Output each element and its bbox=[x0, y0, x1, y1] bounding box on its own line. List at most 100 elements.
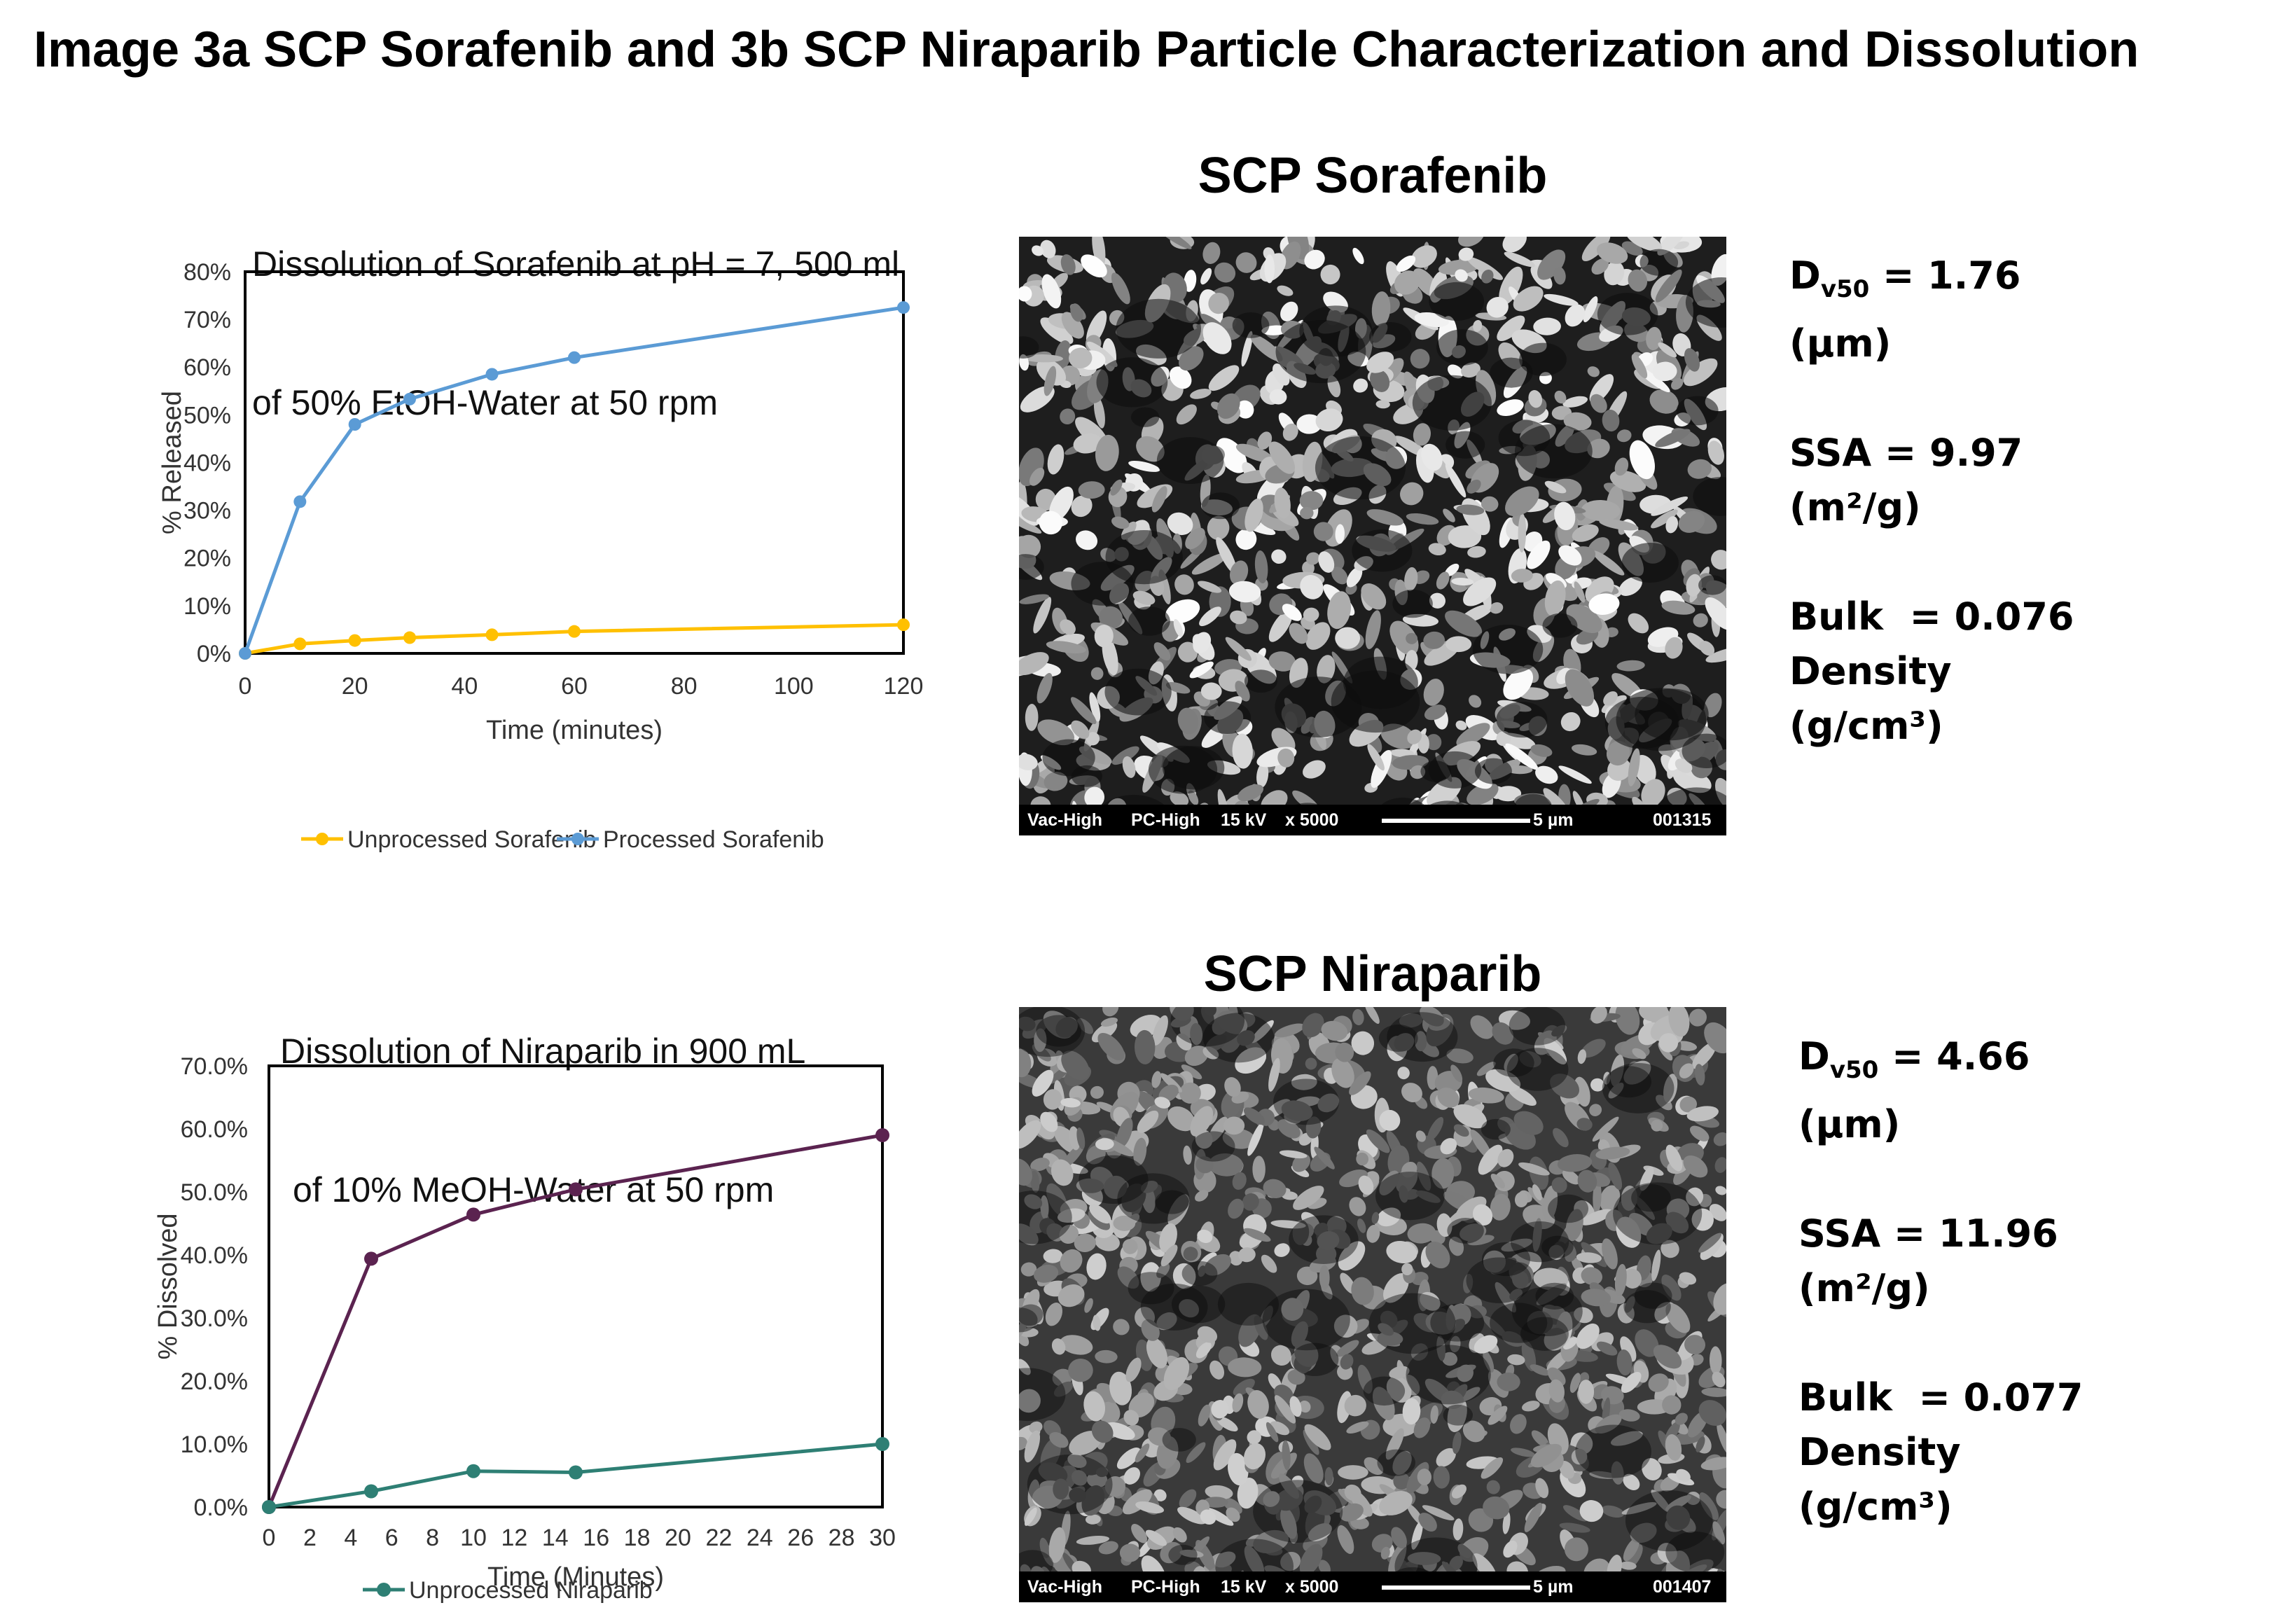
sem-particle bbox=[1455, 1196, 1487, 1221]
sem-shadow bbox=[1019, 1307, 1038, 1333]
sem-particle bbox=[1614, 457, 1629, 476]
sem-particle bbox=[1019, 1120, 1041, 1149]
sem-particle bbox=[1451, 578, 1474, 586]
sem-shadow bbox=[1217, 1282, 1280, 1326]
sem-particle bbox=[1574, 581, 1586, 603]
sem-particle bbox=[1229, 560, 1249, 585]
sem-particle bbox=[1628, 269, 1648, 292]
sem-particle bbox=[1684, 1335, 1706, 1355]
sem-particle bbox=[1692, 1042, 1717, 1069]
sem-particle bbox=[1364, 1457, 1384, 1476]
sem-shadow bbox=[1202, 1013, 1275, 1063]
sem-particle bbox=[1270, 1421, 1290, 1436]
sem-particle bbox=[1268, 609, 1293, 642]
sem-particle bbox=[1621, 1372, 1642, 1394]
sem-shadow bbox=[1378, 1024, 1418, 1052]
sem-particle bbox=[1630, 1522, 1657, 1543]
sem-particle bbox=[1156, 1312, 1177, 1331]
y-tick-label: 70% bbox=[183, 307, 231, 333]
niraparib-density-unit: (g/cm³) bbox=[1798, 1485, 1953, 1529]
sem-particle bbox=[1693, 613, 1708, 627]
sem-particle bbox=[1413, 423, 1431, 446]
sem-particle bbox=[1358, 1175, 1374, 1195]
sem-particle bbox=[1422, 1505, 1455, 1520]
sem-particle bbox=[1530, 744, 1553, 757]
sem-particle bbox=[1051, 1159, 1074, 1186]
sem-shadow bbox=[1275, 676, 1362, 738]
sem-particle bbox=[1401, 1083, 1422, 1103]
data-point bbox=[348, 634, 361, 647]
sem-shadow bbox=[1606, 1066, 1652, 1098]
sem-particle bbox=[1445, 1305, 1456, 1331]
x-tick-label: 12 bbox=[501, 1525, 527, 1551]
sem-particle bbox=[1531, 1430, 1550, 1448]
x-tick-label: 2 bbox=[303, 1525, 317, 1551]
sem-particle bbox=[1197, 1326, 1218, 1343]
sem-particle bbox=[1128, 460, 1160, 472]
niraparib-ssa-unit: (m²/g) bbox=[1798, 1266, 1930, 1310]
sem-particle bbox=[1375, 400, 1390, 409]
sem-particle bbox=[1684, 358, 1718, 387]
sem-particle bbox=[1136, 436, 1165, 462]
sem-particle bbox=[1141, 1180, 1158, 1193]
sem-particle bbox=[1423, 631, 1445, 649]
sem-particle bbox=[1565, 669, 1595, 707]
y-tick-label: 40% bbox=[183, 450, 231, 476]
sem-particle bbox=[1535, 1478, 1549, 1499]
sem-particle bbox=[1020, 1262, 1037, 1277]
sem-particle bbox=[1578, 1380, 1595, 1404]
sem-particle bbox=[1254, 1315, 1268, 1340]
sem-shadow bbox=[1019, 554, 1044, 580]
sem1-kv: 15 kV bbox=[1221, 810, 1267, 830]
sem-particle bbox=[1068, 1359, 1093, 1382]
sem-particle bbox=[1619, 1561, 1637, 1570]
sem-particle bbox=[1448, 1236, 1464, 1256]
sem-particle bbox=[1333, 1314, 1358, 1338]
sem-particle bbox=[1571, 744, 1597, 756]
sem-particle bbox=[1302, 1013, 1324, 1038]
sem-particle bbox=[1102, 1007, 1119, 1017]
sem-particle bbox=[1055, 1016, 1078, 1038]
sem-particle bbox=[1352, 1008, 1364, 1026]
sem-shadow bbox=[1128, 606, 1170, 636]
sem-particle bbox=[1019, 1048, 1032, 1078]
sem-particle bbox=[1034, 1265, 1059, 1283]
sem-particle bbox=[1121, 1183, 1146, 1212]
sem-particle bbox=[1715, 1186, 1726, 1195]
sem-particle bbox=[1404, 567, 1418, 591]
sem-particle bbox=[1651, 497, 1689, 516]
sem-particle bbox=[1502, 1331, 1524, 1347]
sem-particle bbox=[1668, 1007, 1690, 1037]
sem-particle bbox=[1280, 1551, 1301, 1571]
sem-particle bbox=[1200, 268, 1212, 285]
sem-particle bbox=[1228, 1357, 1262, 1377]
sem-particle bbox=[1665, 1144, 1683, 1172]
sem-particle bbox=[1351, 1277, 1374, 1305]
sem-particle bbox=[1581, 1289, 1611, 1307]
sem-particle bbox=[1386, 1376, 1412, 1403]
sem-shadow bbox=[1639, 249, 1679, 276]
sem-shadow bbox=[1299, 305, 1373, 357]
sem-particle bbox=[1443, 508, 1455, 522]
sem-particle bbox=[1244, 498, 1263, 532]
x-tick-label: 24 bbox=[747, 1525, 773, 1551]
y-tick-label: 50% bbox=[183, 402, 231, 429]
sem-particle bbox=[1514, 1192, 1528, 1208]
sem-shadow bbox=[1036, 1015, 1081, 1047]
sem-particle bbox=[1086, 732, 1100, 746]
sem-shadow bbox=[1602, 1062, 1675, 1113]
sem-particle bbox=[1470, 1015, 1494, 1039]
x-tick-label: 18 bbox=[624, 1525, 651, 1551]
sem-particle bbox=[1172, 1263, 1196, 1289]
sem-particle bbox=[1277, 748, 1295, 768]
sem-particle bbox=[1335, 524, 1345, 544]
sem-particle bbox=[1198, 1404, 1211, 1427]
sem-particle bbox=[1073, 433, 1102, 454]
sem-particle bbox=[1436, 571, 1450, 590]
sem2-micrograph bbox=[1019, 1007, 1726, 1602]
sem-particle bbox=[1377, 1207, 1401, 1227]
sem-particle bbox=[1662, 1395, 1682, 1415]
sem-shadow bbox=[1472, 624, 1544, 674]
sem1-scale-bar bbox=[1382, 819, 1530, 823]
sem-particle bbox=[1430, 1405, 1438, 1424]
